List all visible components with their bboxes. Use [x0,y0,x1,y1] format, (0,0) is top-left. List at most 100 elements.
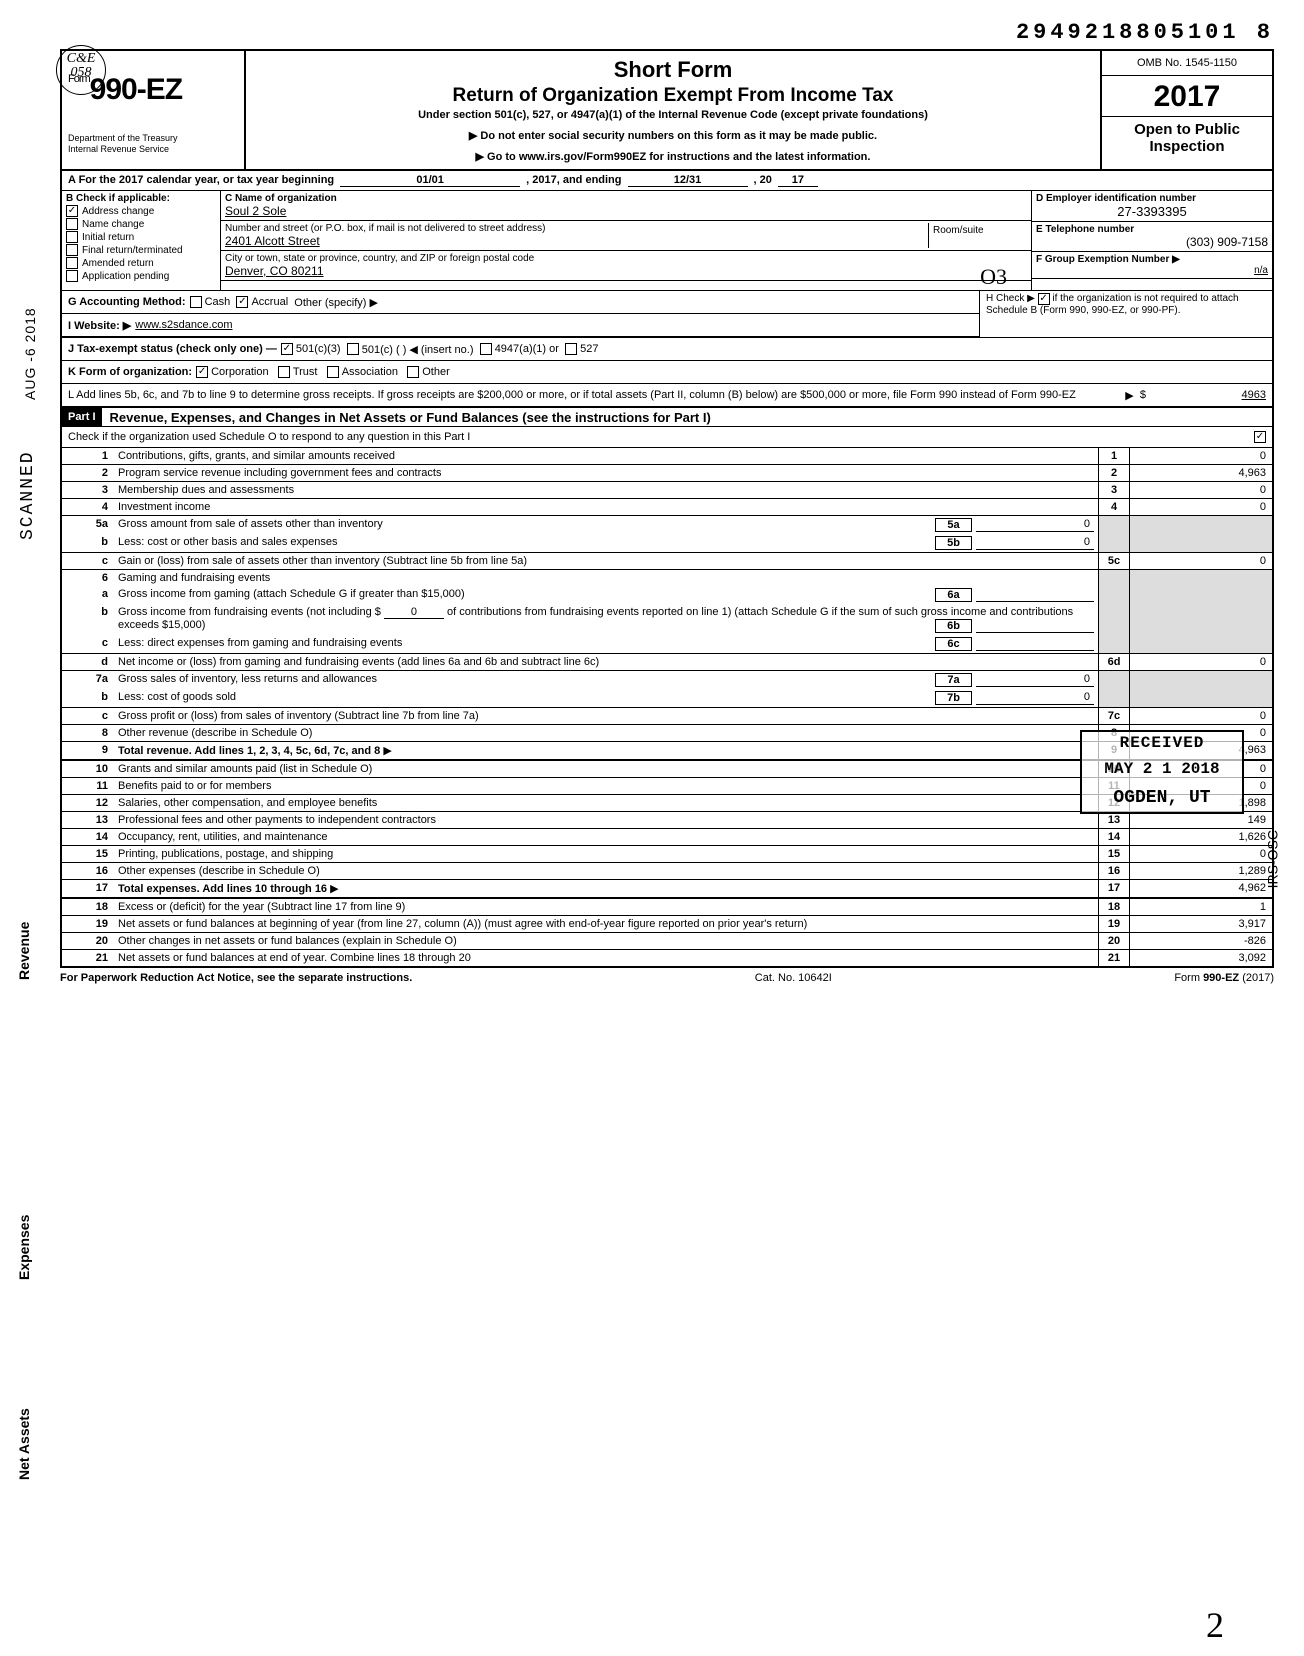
chk-schedule-b[interactable]: ✓ [1038,293,1050,305]
phone-value[interactable]: (303) 909-7158 [1036,235,1268,249]
col-c: C Name of organization Soul 2 Sole Numbe… [221,191,1032,290]
amt-20[interactable]: -826 [1130,933,1272,949]
amt-6b[interactable] [976,619,1094,633]
g-accounting: G Accounting Method: Cash ✓ Accrual Othe… [62,291,979,314]
part1-header-row: Part I Revenue, Expenses, and Changes in… [62,408,1272,427]
scanned-stamp: SCANNED [18,450,38,540]
org-name[interactable]: Soul 2 Sole [225,204,1027,218]
amt-4[interactable]: 0 [1130,499,1272,515]
ty-end-year[interactable]: 17 [778,174,818,187]
amt-1[interactable]: 0 [1130,448,1272,464]
chk-schedule-o[interactable]: ✓ [1254,431,1266,443]
chk-amended-return[interactable]: Amended return [66,257,216,269]
receipt-stamp-circle: C&E 058 [56,45,106,95]
amt-5c[interactable]: 0 [1130,553,1272,569]
chk-other-org[interactable] [407,366,419,378]
k-form-org: K Form of organization: ✓ Corporation Tr… [62,361,1272,384]
chk-application-pending[interactable]: Application pending [66,270,216,282]
line-1: 1Contributions, gifts, grants, and simil… [62,448,1272,465]
chk-accrual[interactable]: ✓ [236,296,248,308]
room-suite[interactable]: Room/suite [928,223,1027,248]
instruct-goto: Go to www.irs.gov/Form990EZ for instruct… [252,150,1094,163]
doc-control-number: 2949218805101 8 [60,20,1274,45]
amt-15[interactable]: 0 [1130,846,1272,862]
amt-7a[interactable]: 0 [976,673,1094,687]
amt-16[interactable]: 1,289 [1130,863,1272,879]
line-21: 21Net assets or fund balances at end of … [62,950,1272,966]
tax-year: 2017 [1102,76,1272,117]
f-group-exemption: F Group Exemption Number ▶ n/a [1032,252,1272,279]
org-street[interactable]: 2401 Alcott Street [225,234,928,248]
line-7a: 7aGross sales of inventory, less returns… [62,671,1272,689]
chk-4947[interactable] [480,343,492,355]
chk-cash[interactable] [190,296,202,308]
line-20: 20Other changes in net assets or fund ba… [62,933,1272,950]
line-4: 4Investment income40 [62,499,1272,516]
chk-527[interactable] [565,343,577,355]
amt-5b[interactable]: 0 [976,536,1094,550]
ty-begin[interactable]: 01/01 [340,174,520,187]
line-6b: b Gross income from fundraising events (… [62,604,1272,635]
title-short-form: Short Form [252,57,1094,83]
section-bcd: B Check if applicable: ✓Address change N… [62,191,1272,291]
title-return: Return of Organization Exempt From Incom… [252,85,1094,107]
amt-13[interactable]: 149 [1130,812,1272,828]
amt-6b-contrib[interactable]: 0 [384,606,444,619]
side-label-expenses: Expenses [16,1215,32,1280]
amt-5a[interactable]: 0 [976,518,1094,532]
chk-501c[interactable] [347,343,359,355]
c-street-row: Number and street (or P.O. box, if mail … [221,221,1031,251]
amt-3[interactable]: 0 [1130,482,1272,498]
instruct-ssn: Do not enter social security numbers on … [252,129,1094,142]
side-label-revenue: Revenue [16,922,32,980]
line-14: 14Occupancy, rent, utilities, and mainte… [62,829,1272,846]
side-label-net-assets: Net Assets [16,1408,32,1480]
footer-form: Form 990-EZ (2017) [1174,972,1274,984]
form-frame: C&E 058 Form990-EZ Department of the Tre… [60,49,1274,968]
line-7c: cGross profit or (loss) from sales of in… [62,708,1272,725]
amt-2[interactable]: 4,963 [1130,465,1272,481]
org-city[interactable]: Denver, CO 80211 [225,264,324,278]
amt-21[interactable]: 3,092 [1130,950,1272,966]
amt-6a[interactable] [976,588,1094,602]
e-phone: E Telephone number (303) 909-7158 [1032,222,1272,252]
col-b: B Check if applicable: ✓Address change N… [62,191,221,290]
chk-address-change[interactable]: ✓Address change [66,205,216,217]
amt-7c[interactable]: 0 [1130,708,1272,724]
line-18: 18Excess or (deficit) for the year (Subt… [62,899,1272,916]
amt-14[interactable]: 1,626 [1130,829,1272,845]
l-amount[interactable]: 4963 [1146,389,1266,401]
ty-end-month[interactable]: 12/31 [628,174,748,187]
chk-final-return[interactable]: Final return/terminated [66,244,216,256]
amt-6c[interactable] [976,637,1094,651]
i-website: I Website: ▶ www.s2sdance.com [62,314,979,337]
c-name-row: C Name of organization Soul 2 Sole [221,191,1031,221]
line-6d: dNet income or (loss) from gaming and fu… [62,654,1272,671]
ein-value[interactable]: 27-3393395 [1036,204,1268,219]
group-exemption-value[interactable]: n/a [1036,265,1268,276]
dept-treasury: Department of the Treasury Internal Reve… [68,133,238,155]
amt-6d[interactable]: 0 [1130,654,1272,670]
amt-7b[interactable]: 0 [976,691,1094,705]
chk-initial-return[interactable]: Initial return [66,231,216,243]
chk-trust[interactable] [278,366,290,378]
header: C&E 058 Form990-EZ Department of the Tre… [62,51,1272,171]
l-gross-receipts: L Add lines 5b, 6c, and 7b to line 9 to … [62,384,1272,408]
amt-19[interactable]: 3,917 [1130,916,1272,932]
c-city-row: City or town, state or province, country… [221,251,1031,281]
line-17: 17Total expenses. Add lines 10 through 1… [62,880,1272,899]
amt-17[interactable]: 4,962 [1130,880,1272,897]
header-left: C&E 058 Form990-EZ Department of the Tre… [62,51,246,169]
check-schedule-o: Check if the organization used Schedule … [62,427,1272,448]
header-right: OMB No. 1545-1150 2017 Open to Public In… [1102,51,1272,169]
b-label: B Check if applicable: [66,193,216,204]
chk-name-change[interactable]: Name change [66,218,216,230]
website-value[interactable]: www.s2sdance.com [135,319,232,331]
j-tax-exempt: J Tax-exempt status (check only one) — ✓… [62,338,1272,361]
header-center: Short Form Return of Organization Exempt… [246,51,1102,169]
chk-501c3[interactable]: ✓ [281,343,293,355]
amt-18[interactable]: 1 [1130,899,1272,915]
chk-corp[interactable]: ✓ [196,366,208,378]
chk-assoc[interactable] [327,366,339,378]
line-3: 3Membership dues and assessments30 [62,482,1272,499]
